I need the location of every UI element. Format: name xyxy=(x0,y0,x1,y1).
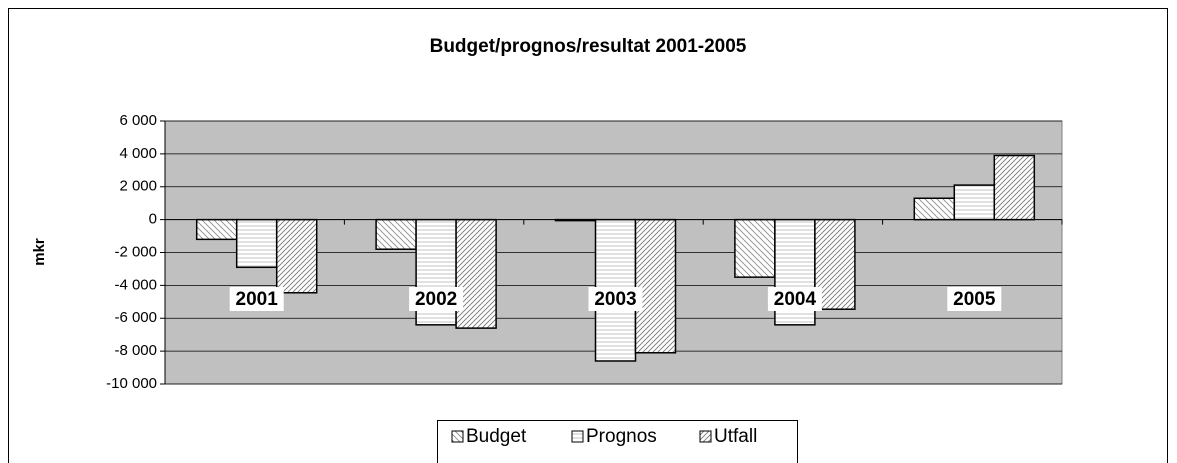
category-label-box xyxy=(947,287,1002,311)
legend-swatch xyxy=(699,430,712,443)
bar xyxy=(375,218,417,250)
x-tick-label: 2001 xyxy=(236,289,279,310)
x-tick-label: 2002 xyxy=(415,289,457,310)
y-tick-label: -6 000 xyxy=(114,309,157,326)
bar xyxy=(275,218,318,294)
y-tick-label: 2 000 xyxy=(119,178,157,195)
chart-title: Budget/prognos/resultat 2001-2005 xyxy=(430,36,747,57)
legend-swatch xyxy=(571,430,584,443)
legend-label: Prognos xyxy=(586,426,657,447)
y-tick-label: 6 000 xyxy=(119,112,157,129)
legend-label: Utfall xyxy=(714,426,757,447)
legend-label: Budget xyxy=(466,426,527,447)
bar xyxy=(993,154,1036,221)
legend-swatch xyxy=(451,430,464,443)
y-tick-label: -8 000 xyxy=(114,342,157,359)
category-label-box xyxy=(409,287,464,311)
y-tick-label: -2 000 xyxy=(114,243,157,260)
bar xyxy=(913,197,956,221)
bar xyxy=(235,218,278,269)
y-tick-label: 0 xyxy=(149,211,157,228)
bar xyxy=(455,218,497,329)
bar xyxy=(953,184,996,221)
y-tick-label: -10 000 xyxy=(106,375,157,392)
y-tick-label: 4 000 xyxy=(119,145,157,162)
bar xyxy=(734,218,776,278)
y-axis-label: mkr xyxy=(31,238,48,266)
bar xyxy=(195,218,238,241)
x-tick-label: 2003 xyxy=(594,289,636,310)
category-label-box xyxy=(229,287,284,311)
category-label-box xyxy=(588,287,643,311)
y-tick-label: -4 000 xyxy=(114,276,157,293)
bar xyxy=(634,218,677,354)
x-tick-label: 2005 xyxy=(953,289,996,310)
legend xyxy=(437,420,798,463)
category-label-box xyxy=(767,287,822,311)
x-tick-label: 2004 xyxy=(774,289,817,310)
